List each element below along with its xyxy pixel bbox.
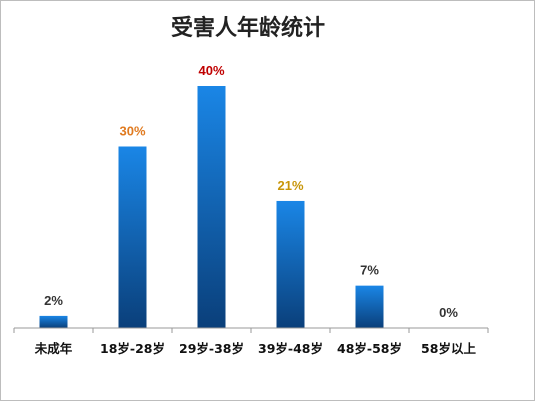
data-label: 2% (44, 293, 63, 308)
x-tick-label: 58岁以上 (421, 341, 476, 356)
chart-title: 受害人年龄统计 (171, 15, 325, 41)
data-label: 7% (360, 263, 379, 278)
bar-1 (118, 146, 147, 328)
data-label: 0% (439, 305, 458, 320)
bars-group (39, 86, 384, 328)
bar-2 (197, 86, 226, 328)
data-label: 30% (119, 124, 145, 139)
x-tick-label: 未成年 (34, 341, 73, 356)
data-labels-group: 2% 30% 40% 21% 7% 0% (44, 63, 458, 320)
x-ticks-group: 未成年 18岁-28岁 29岁-38岁 39岁-48岁 48岁-58岁 58岁以上 (13, 328, 489, 356)
bar-4 (355, 285, 384, 328)
data-label: 21% (277, 178, 303, 193)
x-tick-label: 29岁-38岁 (179, 341, 244, 356)
bar-3 (276, 200, 305, 328)
x-tick-label: 48岁-58岁 (337, 341, 402, 356)
x-tick-label: 18岁-28岁 (100, 341, 165, 356)
bar-0 (39, 315, 68, 328)
x-tick-label: 39岁-48岁 (258, 341, 323, 356)
data-label: 40% (198, 63, 224, 78)
